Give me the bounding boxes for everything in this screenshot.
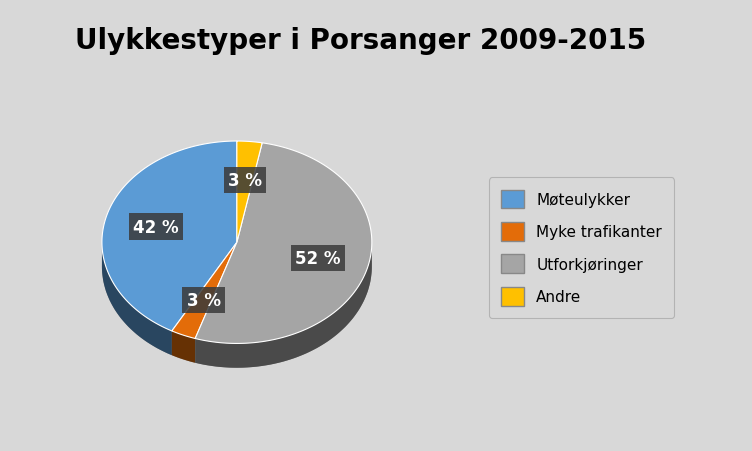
Text: 3 %: 3 % xyxy=(186,291,220,309)
Ellipse shape xyxy=(102,166,371,368)
Polygon shape xyxy=(102,243,172,355)
Polygon shape xyxy=(172,331,196,363)
Polygon shape xyxy=(172,243,237,339)
Text: Ulykkestyper i Porsanger 2009-2015: Ulykkestyper i Porsanger 2009-2015 xyxy=(75,27,647,55)
Polygon shape xyxy=(196,243,371,368)
Text: 52 %: 52 % xyxy=(296,249,341,267)
Text: 42 %: 42 % xyxy=(133,218,179,236)
Polygon shape xyxy=(102,142,237,331)
Legend: Møteulykker, Myke trafikanter, Utforkjøringer, Andre: Møteulykker, Myke trafikanter, Utforkjør… xyxy=(489,178,675,318)
Text: 3 %: 3 % xyxy=(228,171,262,189)
Polygon shape xyxy=(237,142,262,243)
Polygon shape xyxy=(196,143,371,344)
